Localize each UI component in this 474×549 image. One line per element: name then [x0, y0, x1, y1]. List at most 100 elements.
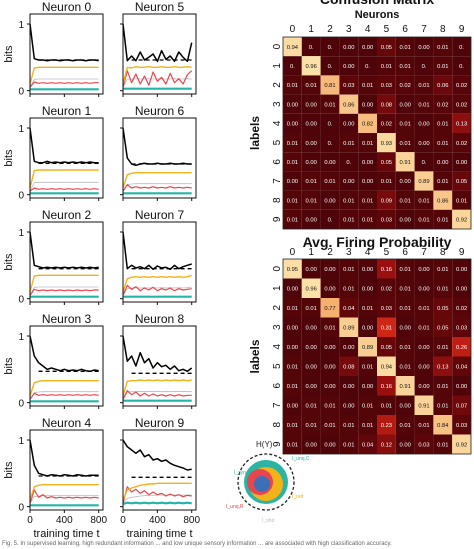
heatmap-cell [414, 113, 434, 133]
x-axis-label: training time t [33, 528, 99, 540]
heatmap-cell [339, 278, 359, 298]
heatmap-cell-label: 0.01 [306, 306, 317, 312]
y-tick-label: 1 [18, 332, 24, 343]
heatmap-cell-label: 0.02 [456, 102, 467, 108]
heatmap-cell [283, 356, 302, 376]
heatmap-cell-label: 0.02 [456, 306, 467, 312]
heatmap-cell [452, 171, 471, 191]
heatmap-cell-label: 0.01 [287, 364, 298, 370]
heatmap-cell [395, 209, 415, 229]
heatmap-cell [452, 37, 471, 57]
heatmap-cell-label: 0.00 [306, 141, 317, 147]
heatmap-cell-label: 0.00 [456, 267, 467, 273]
heatmap-cell [452, 395, 471, 415]
heatmap-cell [452, 298, 471, 318]
heatmap-cell [358, 395, 377, 415]
series-line-red [29, 187, 99, 192]
heatmap-cell-label: 0.01 [456, 198, 467, 204]
figure-caption: Fig. 5. In supervised learning, high red… [2, 541, 392, 547]
heatmap-cell-label: 0.01 [287, 423, 298, 429]
heatmap-cell [339, 152, 359, 172]
heatmap-cell-label: 0.01 [400, 141, 411, 147]
heatmap-cell-label: 0.00 [343, 403, 354, 409]
series-line-grey [29, 181, 99, 192]
heatmap-col-label: 3 [346, 24, 352, 35]
heatmap-cell-label: 0.00 [362, 160, 373, 166]
heatmap-cell-label: 0.89 [418, 179, 429, 185]
heatmap-cell [320, 395, 340, 415]
panel-title: Neuron 3 [42, 312, 92, 326]
heatmap-cell-label: 0.01 [400, 423, 411, 429]
heatmap-cell-label: 0.00 [418, 45, 429, 51]
panel-title: Neuron 5 [135, 0, 185, 14]
heatmap-cell [358, 298, 377, 318]
heatmap-cell-label: 0.01 [418, 423, 429, 429]
panel-frame [122, 325, 197, 407]
series-line-red [122, 486, 192, 504]
heatmap-cell-label: 0.01 [343, 286, 354, 292]
heatmap-x-axis-label: Neurons [355, 9, 400, 21]
heatmap-cell-label: 0.01 [287, 218, 298, 224]
series-line-H [29, 335, 99, 373]
heatmap-cell-label: 0.01 [437, 179, 448, 185]
series-line-H [122, 231, 192, 271]
heatmap-cell [320, 317, 340, 337]
heatmap-cell [301, 171, 321, 191]
heatmap-cell [339, 75, 359, 95]
heatmap-cell [395, 415, 415, 435]
venn-label-red: I_red [292, 494, 304, 500]
heatmap-cell-label: 0.04 [456, 364, 468, 370]
heatmap-col-label: 0 [290, 247, 296, 258]
heatmap-cell-label: 0.00 [287, 403, 298, 409]
heatmap-cell [358, 317, 377, 337]
heatmap-cell-label: 0.01 [437, 64, 448, 70]
heatmap-cell [301, 190, 321, 210]
heatmap-cell-label: 0.06 [437, 83, 448, 89]
heatmap-cell-label: 0.96 [306, 64, 317, 70]
heatmap-cell-label: 0.13 [456, 122, 467, 128]
heatmap-cell-label: 0. [422, 160, 427, 166]
heatmap-cell [320, 171, 340, 191]
heatmap-col-label: 4 [365, 24, 371, 35]
heatmap-cell [339, 415, 359, 435]
heatmap-cell-label: 0.04 [343, 306, 355, 312]
heatmap-col-label: 4 [365, 247, 371, 258]
heatmap-cell [339, 356, 359, 376]
heatmap-cell [301, 298, 321, 318]
heatmap-cell [358, 152, 377, 172]
heatmap-cell [433, 113, 453, 133]
heatmap-cell [452, 133, 471, 153]
heatmap-cell-label: 0.01 [324, 325, 335, 331]
heatmap-cell [414, 395, 434, 415]
heatmap-cell-label: 0.01 [343, 198, 354, 204]
heatmap-cell-label: 0.05 [437, 325, 448, 331]
heatmap-row-label: 2 [272, 305, 283, 311]
heatmap-cell [283, 376, 302, 396]
y-tick-label: 0 [18, 503, 24, 514]
heatmap-col-label: 8 [440, 247, 446, 258]
heatmap-cell [433, 317, 453, 337]
line-panel-0: Neuron 0 0 1 bits [3, 0, 104, 98]
heatmap-cell-label: 0.01 [418, 102, 429, 108]
y-tick-label: 0 [18, 399, 24, 410]
heatmap-cell [395, 75, 415, 95]
heatmap-cell-label: 0.00 [306, 364, 317, 370]
heatmap-cell [377, 434, 396, 454]
heatmap-row-label: 7 [272, 402, 283, 408]
panel-frame [122, 221, 197, 303]
series-line-red [29, 489, 99, 504]
heatmap-cell-label: 0.01 [343, 141, 354, 147]
heatmap-cell-label: 0.07 [456, 403, 467, 409]
y-axis-label: bits [3, 357, 15, 375]
heatmap-cell-label: 0.01 [362, 423, 373, 429]
heatmap-cell [433, 356, 453, 376]
heatmap-cell [301, 113, 321, 133]
heatmap-cell [301, 317, 321, 337]
heatmap-row-label: 5 [272, 139, 283, 145]
heatmap-cell-label: 0.01 [418, 198, 429, 204]
series-line-H [29, 127, 99, 164]
series-line-yellow [122, 379, 192, 397]
heatmap-cell [452, 415, 471, 435]
y-tick-label: 1 [18, 228, 24, 239]
y-tick-label: 1 [18, 124, 24, 135]
